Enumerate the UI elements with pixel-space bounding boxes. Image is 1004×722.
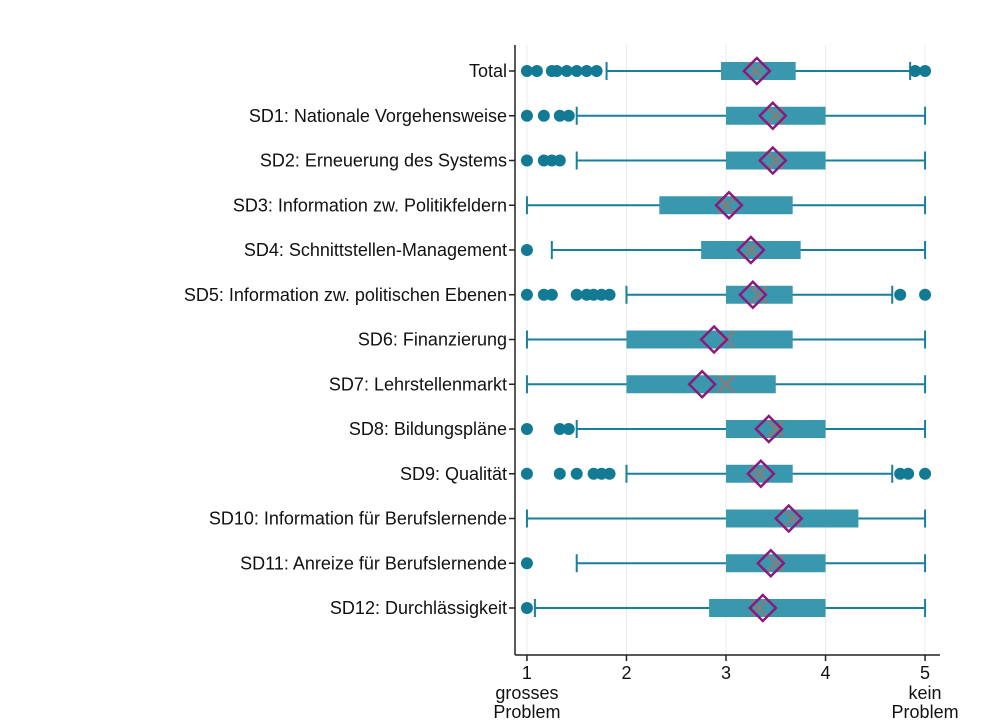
median-marker: [741, 240, 760, 260]
x-tick-note: grosses Problem: [493, 683, 560, 722]
outlier: [902, 467, 915, 480]
mean-marker: [736, 235, 766, 265]
mean-marker: [699, 324, 729, 355]
outlier: [553, 423, 566, 435]
outlier: [520, 109, 533, 122]
mean-marker: [742, 56, 772, 86]
outlier: [909, 65, 922, 77]
outlier: [590, 65, 603, 77]
mean-marker: [687, 369, 717, 400]
y-tick-label: SD2: Erneuerung des Systems: [260, 151, 507, 171]
outlier: [919, 288, 932, 301]
y-tick-label: SD10: Information für Berufslernende: [209, 509, 507, 529]
y-tick-label: SD4: Schnittstellen-Management: [244, 240, 507, 260]
outlier: [553, 109, 566, 122]
outlier: [560, 65, 573, 77]
outlier: [919, 467, 932, 480]
y-tick-label: Total: [469, 61, 507, 81]
y-tick-label: SD6: Finanzierung: [358, 330, 507, 350]
x-tick-label: 4: [821, 663, 831, 683]
y-tick-label: SD7: Lehrstellenmarkt: [329, 374, 507, 394]
x-tick-label: 2: [621, 663, 631, 683]
x-tick-label: 1: [522, 663, 532, 683]
y-tick-label: SD11: Anreize für Berufslernende: [240, 553, 507, 573]
outlier: [520, 557, 533, 570]
outlier: [520, 288, 533, 301]
median-marker: [749, 285, 768, 304]
outlier: [603, 288, 616, 301]
y-tick-label: SD5: Information zw. politischen Ebenen: [184, 285, 507, 305]
y-tick-label: SD12: Durchlässigkeit: [330, 598, 507, 618]
x-tick-note: kein Problem: [892, 683, 959, 722]
outlier: [570, 288, 583, 301]
outlier: [520, 154, 533, 167]
y-tick-label: SD8: Bildungspläne: [349, 419, 507, 439]
y-tick-label: SD9: Qualität: [400, 464, 507, 484]
outlier: [580, 65, 593, 77]
x-tick-label: 3: [721, 663, 731, 683]
outlier: [550, 65, 563, 77]
outlier: [570, 65, 583, 77]
mean-marker: [748, 593, 778, 623]
outlier: [545, 288, 558, 301]
outlier: [537, 109, 550, 122]
mean-marker: [746, 458, 776, 489]
outlier: [520, 467, 533, 480]
y-tick-label: SD1: Nationale Vorgehensweise: [249, 106, 507, 126]
mean-marker: [738, 279, 768, 310]
outlier: [553, 467, 566, 480]
mean-marker: [773, 503, 804, 534]
outlier: [520, 65, 533, 77]
mean-marker: [754, 414, 784, 444]
x-tick-label: 5: [920, 663, 930, 683]
outlier: [520, 602, 533, 614]
outlier: [562, 423, 575, 435]
box: [709, 599, 826, 617]
median-marker: [716, 375, 736, 394]
mean-marker: [758, 100, 788, 131]
median-marker: [766, 419, 785, 439]
box: [626, 375, 776, 394]
outlier: [894, 288, 907, 301]
mean-marker: [758, 145, 788, 176]
y-tick-label: SD3: Information zw. Politikfeldern: [233, 195, 507, 215]
outlier: [603, 467, 616, 480]
outlier: [520, 423, 533, 435]
outlier: [570, 467, 583, 480]
outlier: [553, 154, 566, 167]
outlier: [562, 109, 575, 122]
outlier: [530, 65, 543, 77]
mean-marker: [756, 548, 786, 579]
mean-marker: [714, 190, 744, 221]
outlier: [919, 65, 932, 77]
box: [721, 62, 796, 80]
median-marker: [766, 554, 785, 573]
box: [626, 330, 793, 349]
outlier: [520, 244, 533, 256]
